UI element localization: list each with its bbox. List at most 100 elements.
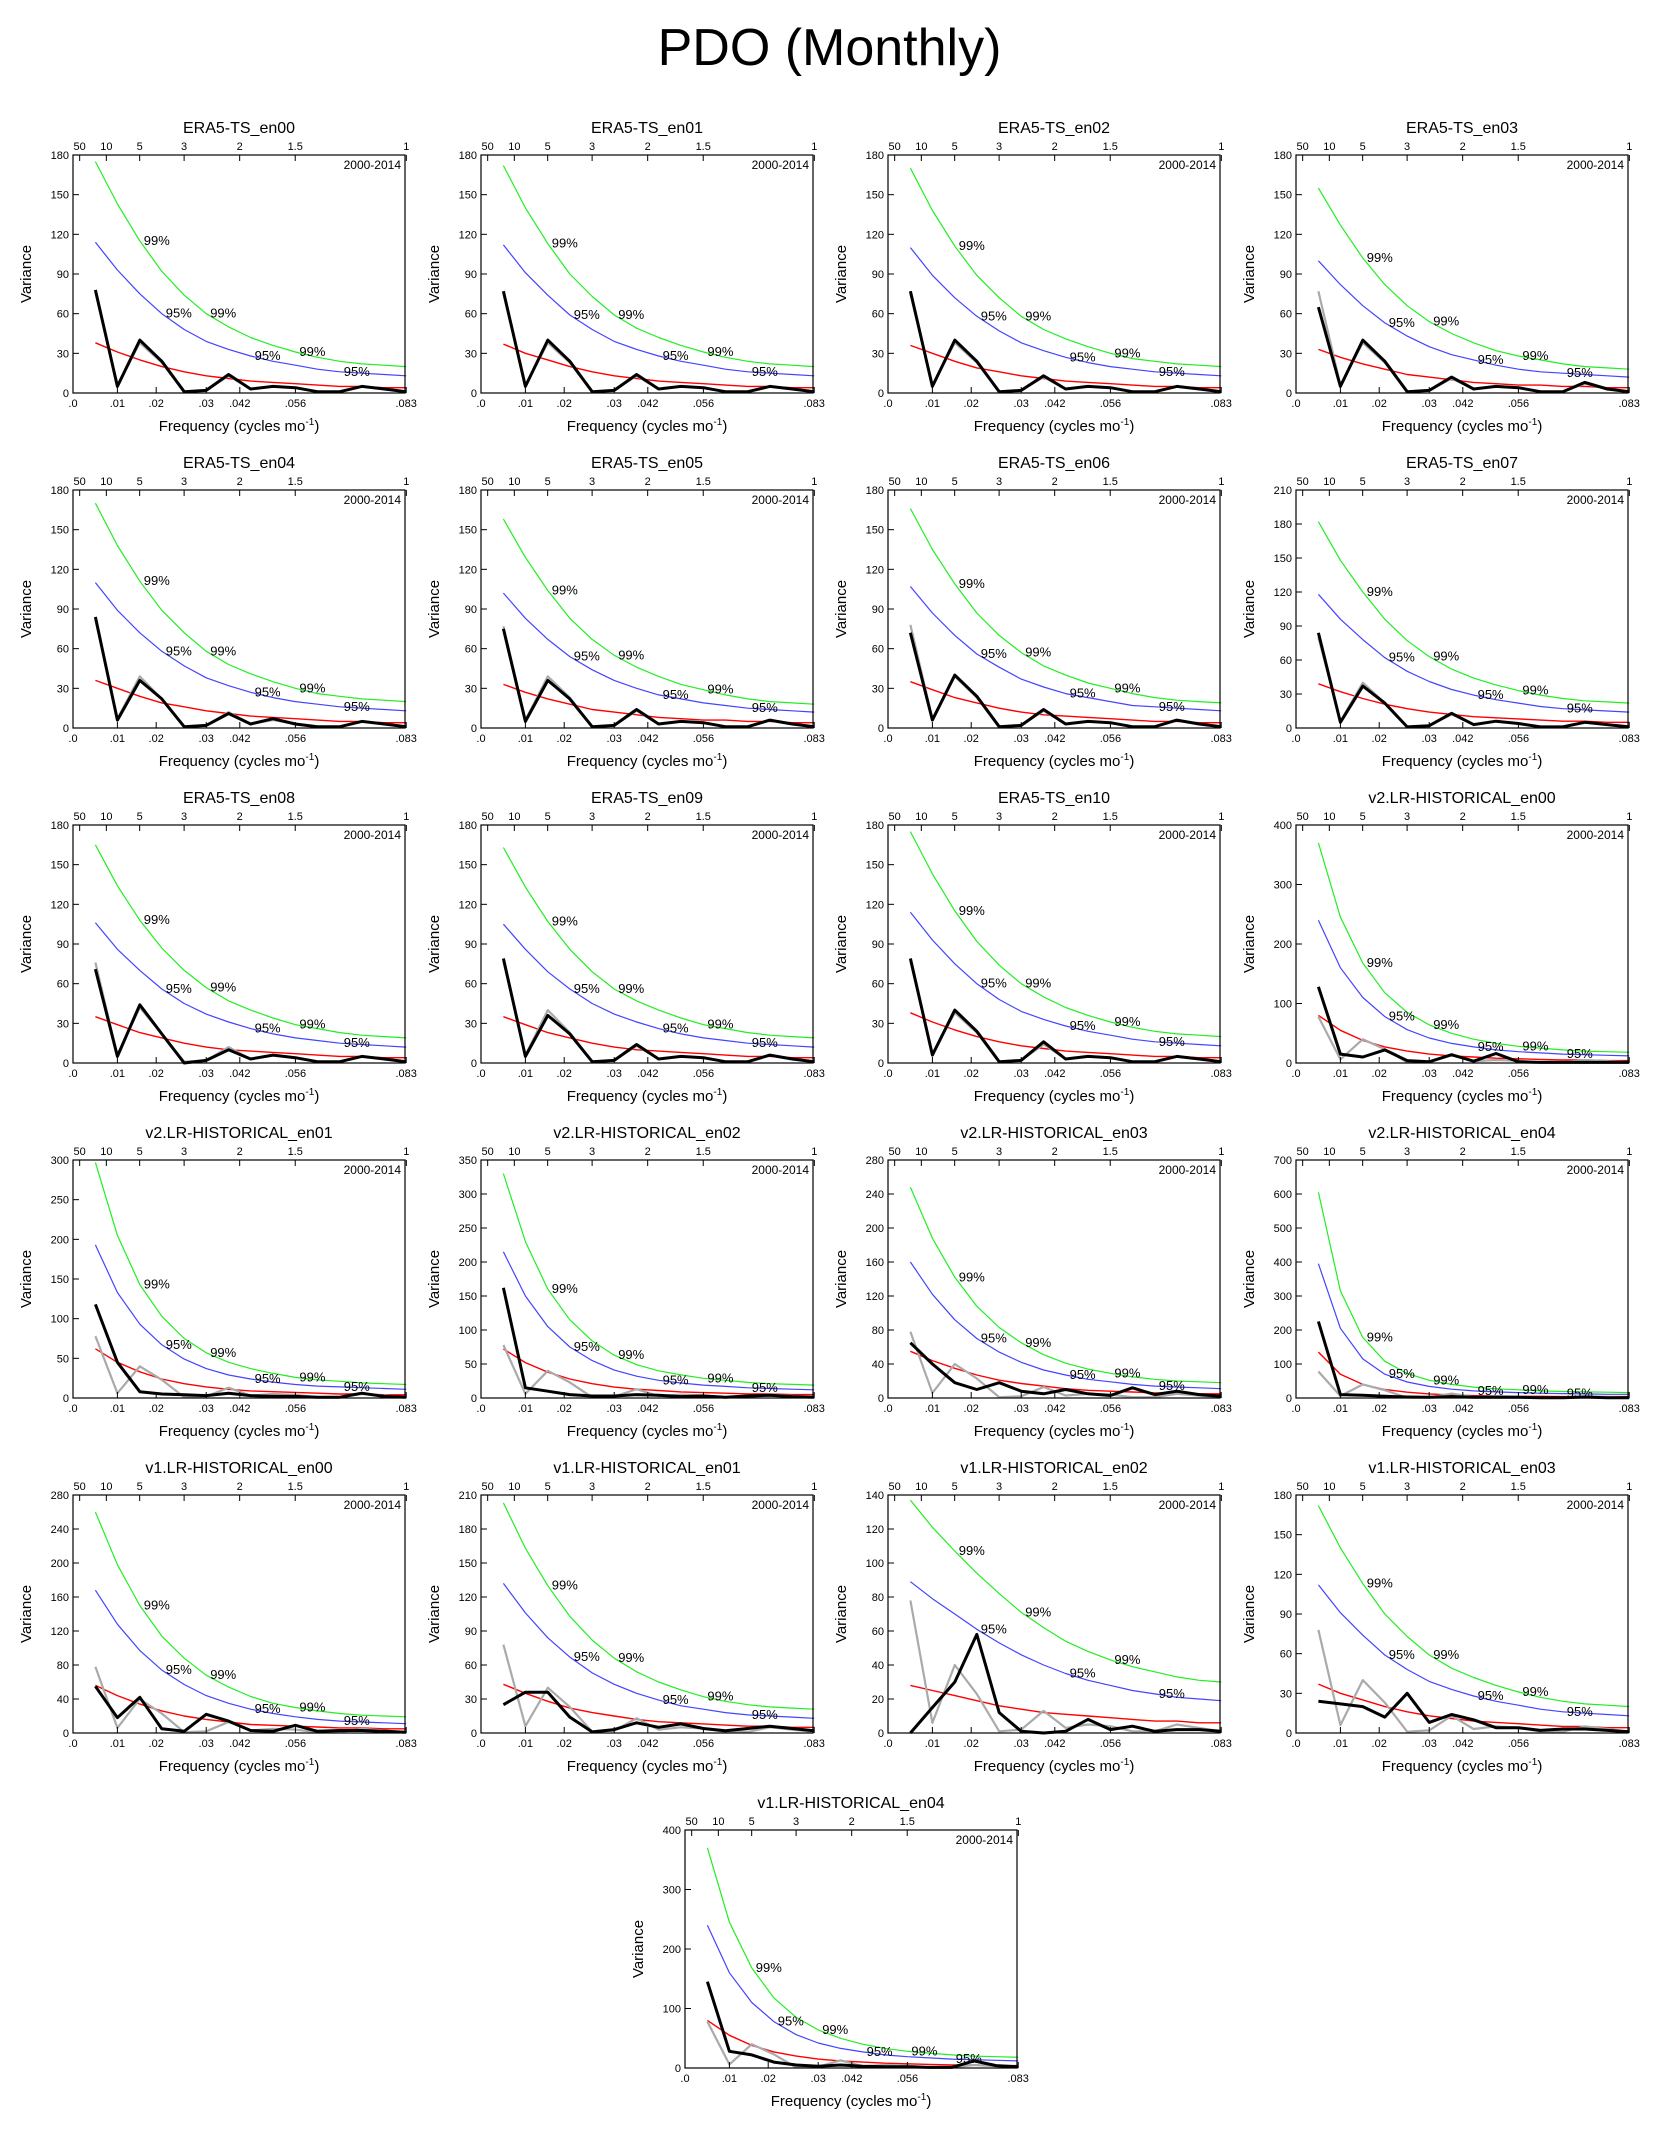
x-tick-label: .0 (883, 733, 892, 745)
x-tick-label: .01 (925, 398, 940, 410)
x-tick-label: .02 (557, 1403, 572, 1415)
y-tick-label: 0 (1286, 1058, 1292, 1070)
top-tick-label: 5 (952, 476, 958, 488)
period-label: 2000-2014 (1567, 1163, 1625, 1177)
x-tick-label: .0 (1291, 1068, 1300, 1080)
panel-title: v2.LR-HISTORICAL_en03 (960, 1125, 1147, 1142)
y-tick-label: 100 (866, 1558, 884, 1570)
top-tick-label: 1 (1626, 141, 1632, 153)
x-axis-label: Frequency (cycles mo-1) (1382, 752, 1543, 770)
spectrum-line (908, 290, 1222, 394)
x-tick-label: .042 (1452, 733, 1473, 745)
ci95-label: 95% (255, 684, 281, 699)
top-tick-label: 3 (1404, 811, 1410, 823)
x-tick-label: .03 (607, 1738, 622, 1750)
panel-title: ERA5-TS_en10 (998, 790, 1110, 807)
ci95-label: 95% (255, 1021, 281, 1036)
ci99-label: 99% (1367, 955, 1393, 970)
y-tick-label: 180 (459, 820, 477, 832)
x-axis-label: Frequency (cycles mo-1) (567, 1087, 728, 1105)
x-tick-label: .02 (1372, 1403, 1387, 1415)
x-tick-label: .042 (229, 733, 250, 745)
x-tick-label: .083 (1618, 398, 1639, 410)
x-tick-label: .042 (1452, 1068, 1473, 1080)
panel-title: ERA5-TS_en01 (591, 120, 703, 137)
x-tick-label: .01 (110, 1403, 125, 1415)
plot-frame (1295, 489, 1629, 729)
y-tick-label: 200 (1274, 1325, 1292, 1337)
top-tick-label: 5 (1360, 1146, 1366, 1158)
x-tick-label: .083 (1007, 2073, 1028, 2085)
plot-frame (1295, 1159, 1629, 1399)
ci99-label: 99% (1433, 649, 1459, 664)
panel-title: ERA5-TS_en02 (998, 120, 1110, 137)
y-tick-label: 180 (1274, 1490, 1292, 1502)
ci95-label: 95% (1478, 687, 1504, 702)
x-tick-label: .03 (1014, 1738, 1029, 1750)
y-tick-label: 120 (459, 564, 477, 576)
ci99-line (1317, 842, 1630, 1053)
x-tick-label: .01 (518, 1738, 533, 1750)
y-tick-label: 140 (866, 1490, 884, 1502)
y-tick-label: 350 (459, 1155, 477, 1167)
ci95-line (1317, 1584, 1630, 1717)
period-label: 2000-2014 (1159, 1163, 1217, 1177)
ci99-label: 99% (707, 1689, 733, 1704)
top-tick-label: 50 (889, 811, 901, 823)
x-tick-label: .042 (1044, 1738, 1065, 1750)
ci95-label: 95% (1159, 1378, 1185, 1393)
y-tick-label: 150 (51, 190, 69, 202)
x-axis-label: Frequency (cycles mo-1) (974, 1757, 1135, 1775)
plot-frame (72, 154, 406, 394)
red-noise-line (910, 1684, 1222, 1724)
x-tick-label: .056 (897, 2073, 918, 2085)
ci99-label: 99% (210, 643, 236, 658)
top-tick-label: 10 (1323, 141, 1335, 153)
top-tick-label: 3 (589, 141, 595, 153)
y-tick-label: 0 (878, 1393, 884, 1405)
top-tick-label: 1 (811, 141, 817, 153)
ci99-label: 99% (144, 573, 170, 588)
y-tick-label: 150 (866, 860, 884, 872)
y-tick-label: 80 (872, 1325, 884, 1337)
x-tick-label: .083 (395, 1068, 416, 1080)
y-tick-label: 400 (1274, 820, 1292, 832)
y-tick-label: 180 (866, 820, 884, 832)
top-tick-label: 50 (482, 811, 494, 823)
ci95-label: 95% (1389, 315, 1415, 330)
top-tick-label: 1.5 (1511, 1481, 1526, 1493)
top-tick-label: 5 (545, 476, 551, 488)
ci99-line (1317, 1192, 1630, 1394)
y-tick-label: 80 (57, 1660, 69, 1672)
ci99-label: 99% (1522, 1382, 1548, 1397)
spectrum-panel: ERA5-TS_en08 2000-2014 99% 99% 99% 95% 95% 95%.… (18, 790, 417, 1105)
red-noise-line (95, 679, 407, 724)
ci99-line (502, 1173, 815, 1386)
ci95-label: 95% (344, 1713, 370, 1728)
x-tick-label: .02 (1372, 733, 1387, 745)
x-tick-label: .01 (110, 398, 125, 410)
x-tick-label: .056 (1508, 1403, 1529, 1415)
x-axis-label: Frequency (cycles mo-1) (771, 2092, 932, 2110)
y-tick-label: 30 (872, 683, 884, 695)
y-tick-label: 180 (1274, 519, 1292, 531)
x-tick-label: .083 (803, 398, 824, 410)
spectrum-panel: v2.LR-HISTORICAL_en01 2000-2014 99% 99% 99% 9… (18, 1125, 417, 1440)
x-tick-label: .083 (803, 1403, 824, 1415)
y-tick-label: 700 (1274, 1155, 1292, 1167)
ci99-label: 99% (707, 1017, 733, 1032)
y-axis-label: Variance (1241, 1585, 1258, 1643)
x-tick-label: .03 (1422, 733, 1437, 745)
y-tick-label: 150 (51, 525, 69, 537)
y-tick-label: 90 (872, 939, 884, 951)
ci99-label: 99% (1433, 1372, 1459, 1387)
x-tick-label: .042 (637, 1738, 658, 1750)
x-tick-label: .083 (803, 733, 824, 745)
top-tick-label: 50 (889, 476, 901, 488)
ci99-label: 99% (1433, 314, 1459, 329)
x-tick-label: .02 (557, 1068, 572, 1080)
ci95-label: 95% (255, 1371, 281, 1386)
x-tick-label: .0 (68, 1403, 77, 1415)
top-tick-label: 3 (1404, 1481, 1410, 1493)
top-tick-label: 5 (137, 141, 143, 153)
